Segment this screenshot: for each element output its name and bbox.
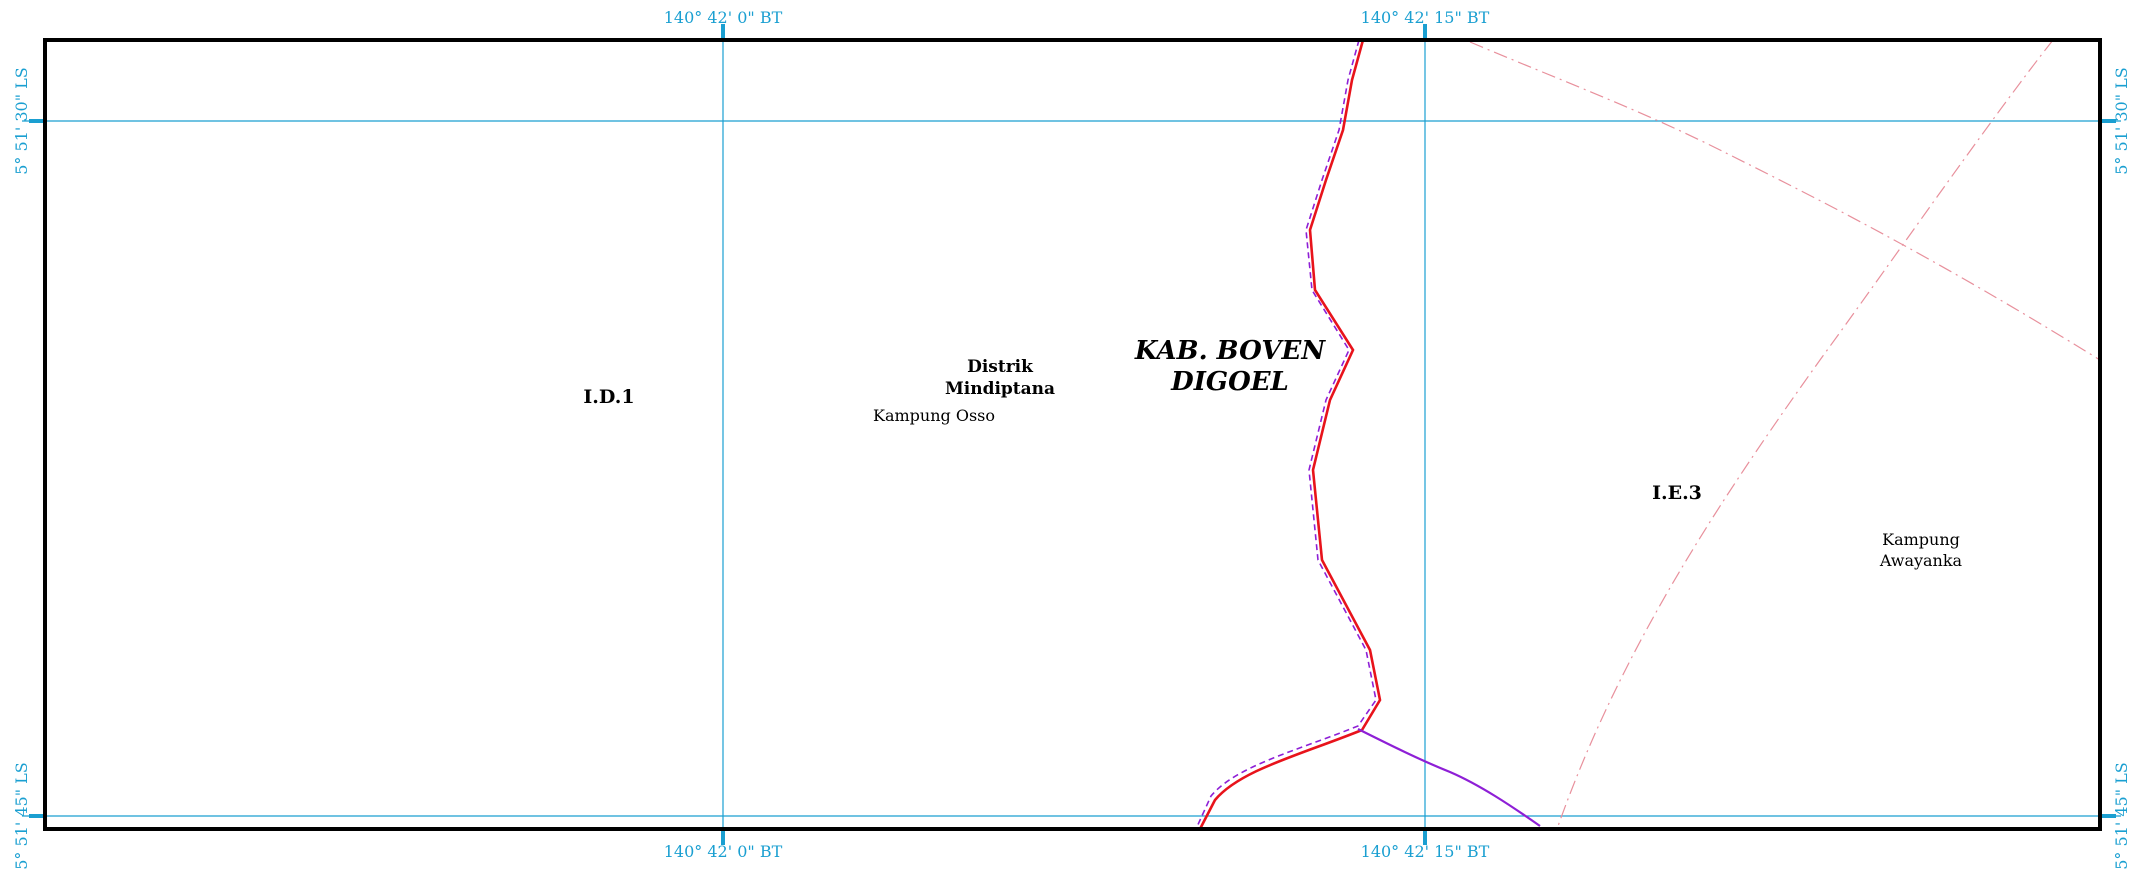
sheet-label-right: I.E.3 bbox=[1652, 482, 1702, 504]
graticule-ticks bbox=[29, 24, 2116, 845]
lon-label-top-left: 140° 42' 0" BT bbox=[664, 8, 783, 27]
lon-label-bottom-left: 140° 42' 0" BT bbox=[664, 842, 783, 861]
graticule bbox=[22, 24, 2121, 845]
road-lines bbox=[1469, 39, 2101, 830]
boundary-purple bbox=[1357, 728, 1541, 827]
lat-label-left-top: 5° 51' 30" LS bbox=[12, 67, 31, 175]
sheet-label-left: I.D.1 bbox=[583, 386, 634, 408]
district-label-line2: Mindiptana bbox=[945, 379, 1055, 399]
lat-label-right-top: 5° 51' 30" LS bbox=[2112, 67, 2131, 175]
lon-label-top-right: 140° 42' 15" BT bbox=[1361, 8, 1490, 27]
village-label-awayanka-line1: Kampung bbox=[1882, 530, 1960, 549]
road-line-diagonal bbox=[1556, 39, 2054, 830]
map-frame bbox=[43, 38, 2102, 831]
village-label-osso: Kampung Osso bbox=[873, 406, 995, 425]
village-label-awayanka-line2: Awayanka bbox=[1879, 551, 1963, 570]
road-line-upper bbox=[1469, 41, 2101, 361]
boundary-red bbox=[1198, 39, 1382, 830]
district-label-line1: Distrik bbox=[967, 357, 1034, 377]
lon-label-bottom-right: 140° 42' 15" BT bbox=[1361, 842, 1490, 861]
lat-label-left-bottom: 5° 51' 45" LS bbox=[12, 762, 31, 869]
regency-label-line2: DIGOEL bbox=[1170, 367, 1289, 397]
regency-label-line1: KAB. BOVEN bbox=[1134, 336, 1326, 366]
boundary-purple-dashed bbox=[1195, 39, 1377, 830]
lat-label-right-bottom: 5° 51' 45" LS bbox=[2112, 762, 2131, 869]
